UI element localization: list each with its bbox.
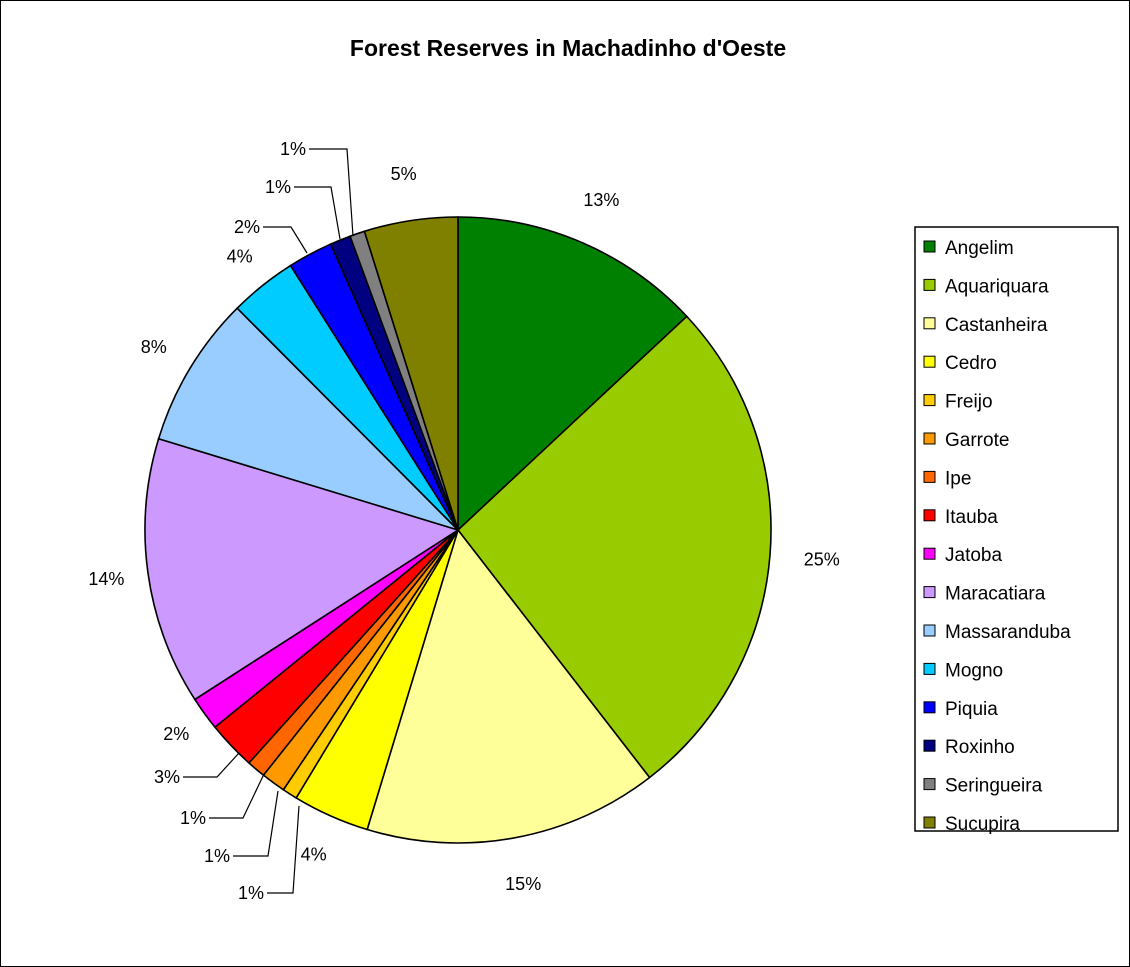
legend-item-ipe: Ipe: [923, 468, 971, 489]
leader-line-itauba: [183, 752, 240, 778]
slice-castanheira: [366, 528, 651, 844]
data-labels-layer: 13%25%15%4%1%1%1%3%2%14%8%4%2%1%1%5%: [88, 139, 839, 903]
legend-item-castanheira: Castanheira: [923, 315, 1048, 336]
legend-swatch-sucupira: [923, 816, 936, 829]
legend-swatch-cedro: [923, 355, 936, 368]
legend-swatch-aquariquara: [923, 278, 936, 291]
legend-item-cedro: Cedro: [923, 353, 997, 374]
legend-item-aquariquara: Aquariquara: [923, 276, 1049, 297]
legend-label-jatoba: Jatoba: [945, 545, 1002, 566]
leader-line-piquia: [263, 226, 308, 254]
slice-sucupira: [363, 216, 459, 531]
legend-item-seringueira: Seringueira: [923, 776, 1043, 797]
data-label-mogno: 4%: [227, 247, 253, 267]
slice-angelim: [457, 216, 688, 532]
data-label-castanheira: 15%: [505, 874, 541, 894]
legend-box: [914, 226, 1119, 832]
legend-label-sucupira: Sucupira: [945, 814, 1020, 835]
legend-item-freijo: Freijo: [923, 392, 993, 413]
legend-swatch-maracatiara: [923, 586, 936, 599]
chart-title: Forest Reserves in Machadinho d'Oeste: [350, 35, 786, 61]
legend-swatch-garrote: [923, 432, 936, 445]
legend-label-maracatiara: Maracatiara: [945, 584, 1046, 605]
legend-swatch-mogno: [923, 662, 936, 675]
leader-line-seringueira: [309, 148, 354, 237]
leader-line-freijo: [267, 805, 300, 894]
legend-swatch-ipe: [923, 470, 936, 483]
legend-swatch-seringueira: [923, 778, 936, 791]
data-label-cedro: 4%: [301, 844, 327, 864]
data-label-freijo: 1%: [238, 883, 264, 903]
slice-aquariquara: [456, 315, 772, 779]
legend-swatch-massaranduba: [923, 624, 936, 637]
leader-line-ipe: [209, 773, 265, 819]
legend-label-piquia: Piquia: [945, 699, 998, 720]
legend-item-sucupira: Sucupira: [923, 814, 1020, 835]
legend-label-angelim: Angelim: [945, 238, 1014, 259]
legend-swatch-itauba: [923, 509, 936, 522]
legend-swatch-jatoba: [923, 547, 936, 560]
legend-label-massaranduba: Massaranduba: [945, 622, 1071, 643]
data-label-jatoba: 2%: [163, 724, 189, 744]
legend: Angelim Aquariquara Castanheira Cedro Freijo…: [914, 226, 1119, 835]
legend-label-garrote: Garrote: [945, 430, 1009, 451]
data-label-roxinho: 1%: [265, 177, 291, 197]
legend-swatch-freijo: [923, 394, 936, 407]
data-label-garrote: 1%: [204, 846, 230, 866]
data-label-piquia: 2%: [234, 217, 260, 237]
data-label-aquariquara: 25%: [804, 549, 840, 569]
leader-lines-layer: [183, 148, 354, 894]
leader-line-garrote: [233, 790, 279, 857]
data-label-seringueira: 1%: [280, 139, 306, 159]
legend-label-aquariquara: Aquariquara: [945, 276, 1049, 297]
slices-layer: [144, 216, 772, 844]
data-label-sucupira: 5%: [391, 164, 417, 184]
legend-label-itauba: Itauba: [945, 507, 998, 528]
legend-label-cedro: Cedro: [945, 353, 997, 374]
legend-label-mogno: Mogno: [945, 660, 1003, 681]
legend-swatch-roxinho: [923, 739, 936, 752]
slice-maracatiara: [144, 437, 460, 701]
legend-swatch-castanheira: [923, 317, 936, 330]
slice-massaranduba: [157, 307, 459, 531]
legend-swatch-piquia: [923, 701, 936, 714]
legend-label-seringueira: Seringueira: [945, 776, 1043, 797]
legend-item-mogno: Mogno: [923, 660, 1003, 681]
legend-item-itauba: Itauba: [923, 507, 998, 528]
legend-label-castanheira: Castanheira: [945, 315, 1048, 336]
legend-item-angelim: Angelim: [923, 238, 1014, 259]
legend-label-roxinho: Roxinho: [945, 737, 1015, 758]
legend-item-roxinho: Roxinho: [923, 737, 1015, 758]
legend-label-freijo: Freijo: [945, 392, 993, 413]
legend-item-piquia: Piquia: [923, 699, 998, 720]
legend-swatch-angelim: [923, 240, 936, 253]
legend-item-maracatiara: Maracatiara: [923, 584, 1046, 605]
data-label-angelim: 13%: [583, 190, 619, 210]
data-label-ipe: 1%: [180, 808, 206, 828]
data-label-massaranduba: 8%: [141, 337, 167, 357]
legend-item-jatoba: Jatoba: [923, 545, 1002, 566]
legend-item-massaranduba: Massaranduba: [923, 622, 1071, 643]
legend-item-garrote: Garrote: [923, 430, 1009, 451]
data-label-itauba: 3%: [154, 767, 180, 787]
data-label-maracatiara: 14%: [88, 569, 124, 589]
legend-label-ipe: Ipe: [945, 468, 971, 489]
leader-line-roxinho: [294, 186, 341, 240]
